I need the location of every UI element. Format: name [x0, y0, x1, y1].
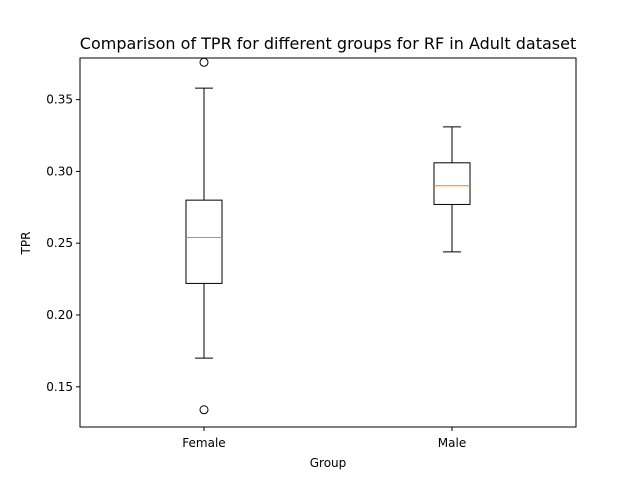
y-tick-label: 0.30: [46, 164, 73, 178]
x-tick-label-female: Female: [182, 436, 225, 450]
y-tick-label: 0.20: [46, 308, 73, 322]
y-tick-label: 0.15: [46, 380, 73, 394]
outlier-point: [199, 57, 209, 67]
y-axis: 0.15 0.20 0.25 0.30 0.35: [46, 93, 80, 394]
y-axis-label: TPR: [19, 232, 33, 256]
x-tick-label-male: Male: [438, 436, 466, 450]
box-female: [185, 57, 223, 415]
box-male: [433, 126, 471, 253]
boxes-layer: [185, 57, 471, 415]
x-axis: Female Male: [182, 427, 466, 450]
plot-area: [79, 57, 577, 428]
iqr-box: [185, 199, 223, 284]
outlier-point: [199, 405, 209, 415]
y-tick-label: 0.25: [46, 236, 73, 250]
chart-title: Comparison of TPR for different groups f…: [80, 34, 576, 53]
y-tick-label: 0.35: [46, 93, 73, 107]
x-axis-label: Group: [310, 456, 347, 470]
iqr-box: [433, 162, 471, 205]
